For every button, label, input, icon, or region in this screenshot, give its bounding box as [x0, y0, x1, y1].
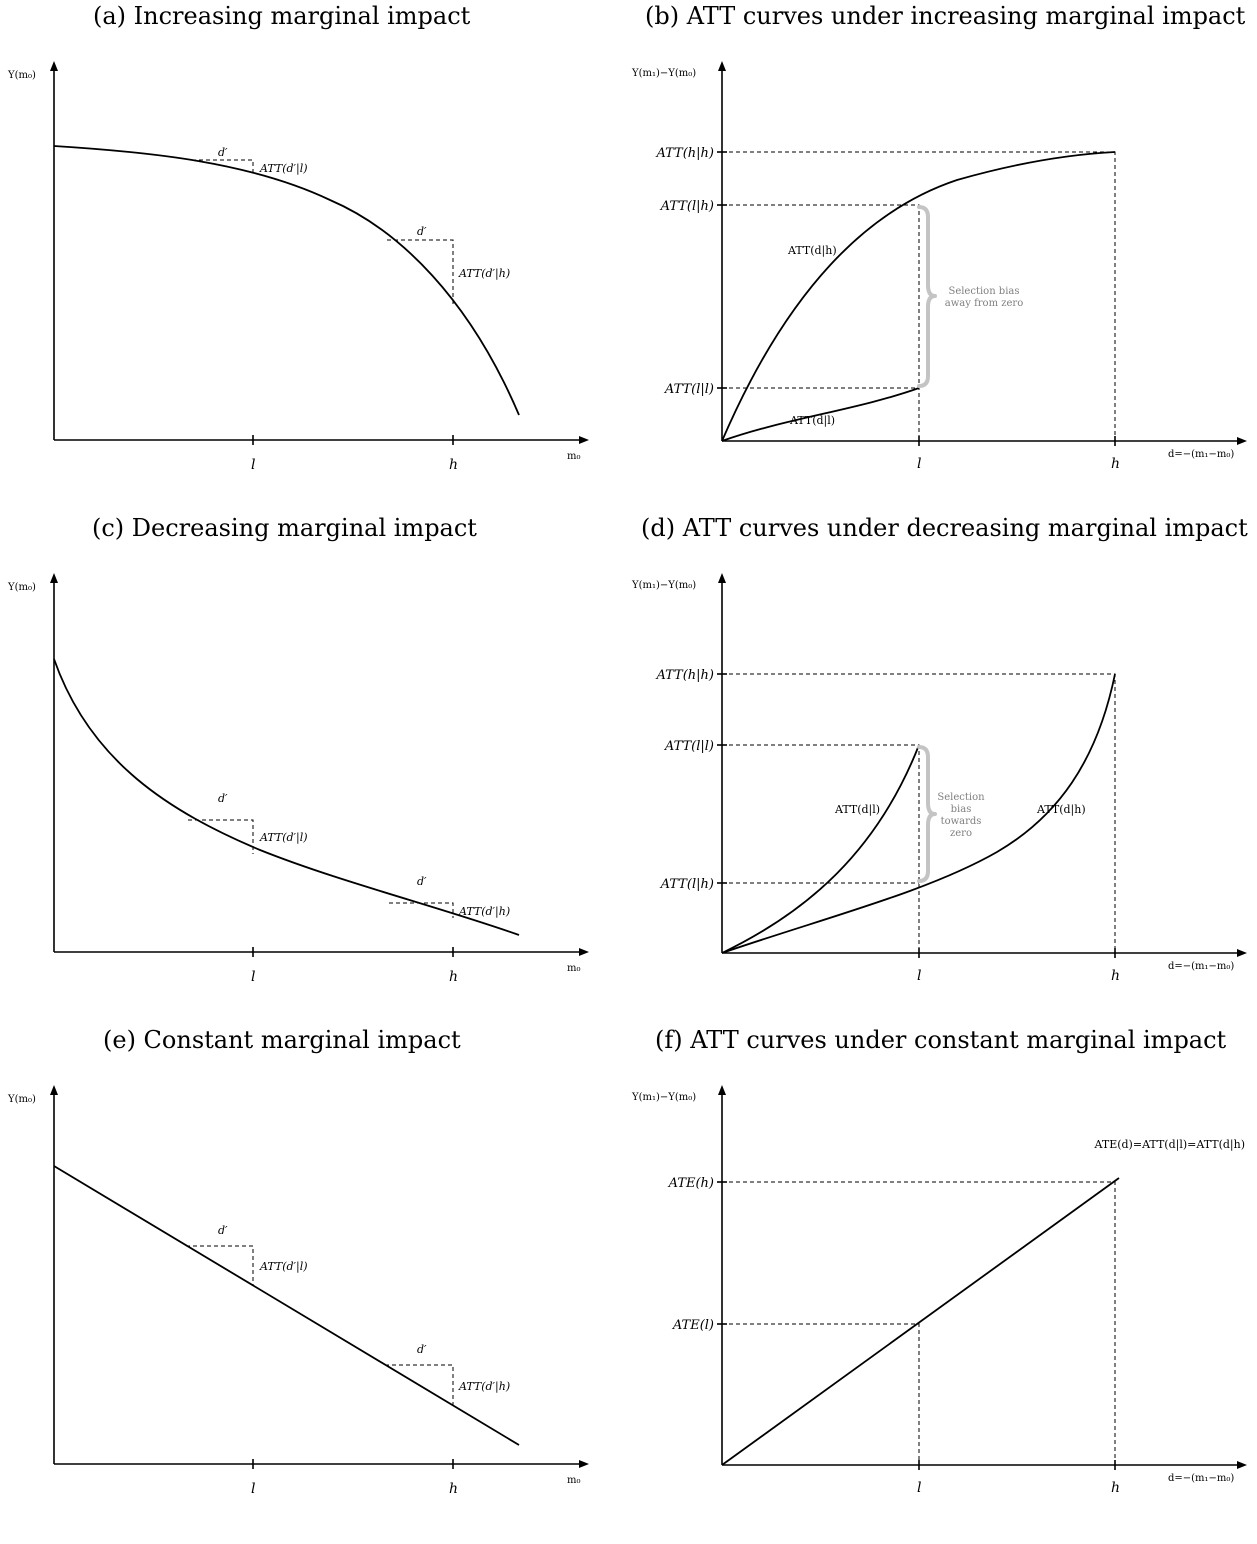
x-axis-label: d=−(m₁−m₀) — [1168, 1473, 1234, 1484]
att-label-l: ATT(d′|l) — [259, 831, 308, 845]
tick-l-label: l — [917, 1480, 921, 1496]
outcome-line — [53, 1165, 520, 1446]
y-tick-ll-label: ATT(l|l) — [664, 739, 714, 754]
y-tick-ll-label: ATT(l|l) — [664, 382, 714, 397]
selection-bias-line2: bias — [951, 804, 972, 815]
att-label-h: ATT(d′|h) — [458, 1380, 510, 1394]
x-axis-arrowhead — [579, 948, 589, 956]
att-curve-h — [721, 151, 1116, 442]
panel-c-diagram: Y(m₀) m₀ l h d′ d′ ATT(d′|l) ATT(d′|h) — [7, 573, 589, 985]
panel-d-title: (d) ATT curves under decreasing marginal… — [641, 514, 1248, 542]
y-axis-label: Y(m₀) — [7, 70, 36, 81]
selection-bias-line2: away from zero — [945, 298, 1023, 309]
step-l — [192, 159, 254, 176]
y-axis-label: Y(m₁)−Y(m₀) — [631, 68, 696, 79]
selection-bias-brace — [917, 205, 937, 388]
tick-h-label: h — [1111, 968, 1120, 984]
d-label-h: d′ — [417, 225, 427, 238]
step-h — [387, 239, 454, 304]
att-curve-h-label: ATT(d|h) — [1036, 803, 1086, 817]
tick-h-label: h — [449, 1481, 458, 1497]
tick-h-label: h — [449, 969, 458, 985]
y-tick-lh-label: ATT(l|h) — [660, 877, 714, 892]
tick-h-label: h — [1111, 1480, 1120, 1496]
step-l — [188, 819, 254, 854]
att-curve-h-label: ATT(d|h) — [787, 244, 837, 258]
y-axis-label: Y(m₁)−Y(m₀) — [631, 1092, 696, 1103]
att-curve-l-label: ATT(d|l) — [789, 414, 835, 428]
panel-e-diagram: Y(m₀) m₀ l h d′ d′ ATT(d′|l) ATT(d′|h) — [7, 1085, 589, 1497]
att-label-l: ATT(d′|l) — [259, 1260, 308, 1274]
panel-b-diagram: Y(m₁)−Y(m₀) d=−(m₁−m₀) l h ATT(h|h) ATT(… — [631, 61, 1247, 472]
d-label-l: d′ — [218, 1224, 228, 1237]
d-label-h: d′ — [417, 1343, 427, 1356]
x-axis-arrowhead — [579, 1460, 589, 1468]
step-h — [389, 902, 454, 918]
selection-bias-line1: Selection bias — [948, 286, 1019, 297]
y-axis-label: Y(m₀) — [7, 1094, 36, 1105]
y-axis-label: Y(m₁)−Y(m₀) — [631, 580, 696, 591]
step-l — [186, 1245, 254, 1285]
att-label-h: ATT(d′|h) — [458, 267, 510, 281]
guide-l — [722, 1323, 920, 1465]
y-axis-arrowhead — [718, 61, 726, 71]
panel-a-title: (a) Increasing marginal impact — [93, 2, 471, 30]
d-label-l: d′ — [218, 792, 228, 805]
tick-l-label: l — [251, 969, 255, 985]
att-label-h: ATT(d′|h) — [458, 905, 510, 919]
x-axis-arrowhead — [1237, 949, 1247, 957]
y-axis-arrowhead — [50, 1085, 58, 1095]
selection-bias-line3: towards — [941, 816, 982, 827]
y-tick-hh-label: ATT(h|h) — [655, 668, 714, 683]
tick-l-label: l — [917, 968, 921, 984]
x-axis-label: m₀ — [567, 963, 581, 974]
selection-bias-line4: zero — [950, 828, 972, 839]
x-axis-arrowhead — [1237, 1461, 1247, 1469]
att-curve-h — [721, 673, 1116, 954]
y-tick-lh-label: ATT(l|h) — [660, 199, 714, 214]
selection-bias-brace — [917, 745, 937, 883]
panel-c-title: (c) Decreasing marginal impact — [92, 514, 477, 542]
tick-l-label: l — [251, 1481, 255, 1497]
att-curve-l — [721, 387, 920, 442]
y-tick-hh-label: ATT(h|h) — [655, 146, 714, 161]
x-axis-label: d=−(m₁−m₀) — [1168, 961, 1234, 972]
panel-b-title: (b) ATT curves under increasing marginal… — [645, 2, 1246, 30]
tick-l-label: l — [251, 457, 255, 473]
y-axis-arrowhead — [718, 1085, 726, 1095]
y-axis-arrowhead — [50, 61, 58, 71]
d-label-l: d′ — [218, 146, 228, 159]
x-axis-arrowhead — [1237, 437, 1247, 445]
panel-f-diagram: Y(m₁)−Y(m₀) d=−(m₁−m₀) l h ATE(h) ATE(l)… — [631, 1085, 1247, 1496]
tick-h-label: h — [1111, 456, 1120, 472]
outcome-curve — [53, 658, 520, 936]
x-axis-label: d=−(m₁−m₀) — [1168, 449, 1234, 460]
att-label-l: ATT(d′|l) — [259, 162, 308, 176]
att-curve-l-label: ATT(d|l) — [834, 803, 880, 817]
guide-lh — [722, 204, 920, 441]
ate-line-label: ATE(d)=ATT(d|l)=ATT(d|h) — [1094, 1138, 1245, 1152]
y-tick-h-label: ATE(h) — [668, 1176, 714, 1191]
y-axis-arrowhead — [50, 573, 58, 583]
outcome-curve — [53, 145, 520, 416]
y-axis-label: Y(m₀) — [7, 582, 36, 593]
x-axis-label: m₀ — [567, 451, 581, 462]
selection-bias-line1: Selection — [937, 792, 985, 803]
x-axis-label: m₀ — [567, 1475, 581, 1486]
y-axis-arrowhead — [718, 573, 726, 583]
ate-line — [721, 1177, 1120, 1466]
x-axis-arrowhead — [579, 436, 589, 444]
panel-e-title: (e) Constant marginal impact — [103, 1026, 461, 1054]
panel-f-title: (f) ATT curves under constant marginal i… — [655, 1026, 1227, 1054]
y-tick-l-label: ATE(l) — [672, 1318, 714, 1333]
step-h — [385, 1364, 454, 1405]
att-curve-l — [721, 744, 920, 954]
tick-h-label: h — [449, 457, 458, 473]
panel-d-diagram: Y(m₁)−Y(m₀) d=−(m₁−m₀) l h ATT(h|h) ATT(… — [631, 573, 1247, 984]
panel-a-diagram: Y(m₀) m₀ l h d′ d′ ATT(d′|l) ATT(d′|h) — [7, 61, 589, 473]
tick-l-label: l — [917, 456, 921, 472]
d-label-h: d′ — [417, 875, 427, 888]
